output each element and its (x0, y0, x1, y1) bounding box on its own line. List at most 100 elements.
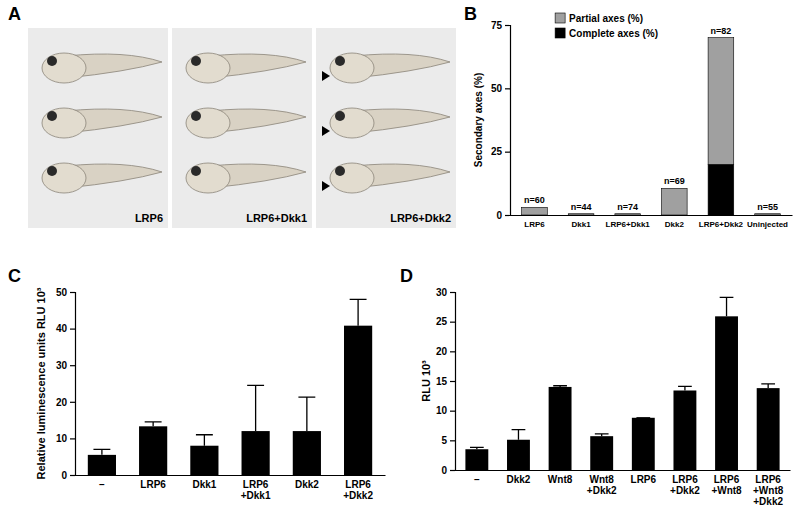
bar-segment (568, 214, 594, 215)
panel-letter: A (8, 4, 21, 24)
x-tick: – (474, 474, 480, 485)
embryo-eye (335, 111, 345, 121)
x-tick-label-line: Wnt8 (589, 474, 614, 485)
x-tick: Uninjected (747, 220, 788, 229)
sample-size-label: n=69 (664, 176, 685, 186)
bar-segment (661, 188, 687, 215)
x-tick-label: Wnt8+Dkk2 (587, 474, 617, 496)
y-tick-label: 75 (491, 20, 503, 31)
x-tick-label: LRP6+Wnt8 (711, 474, 742, 496)
bar-segment (522, 207, 548, 215)
x-tick: LRP6+Wnt8 (711, 474, 742, 496)
y-tick: 30 (436, 287, 455, 298)
x-tick-label-line: Dkk2 (295, 479, 319, 490)
bar-segment (615, 215, 641, 216)
bar (549, 387, 572, 470)
embryo-body (186, 108, 230, 138)
x-tick: LRP6+Dkk2 (699, 220, 744, 229)
x-tick-label-line: LRP6 (672, 474, 698, 485)
embryo-body (42, 108, 86, 138)
y-axis-title: Relative luminescence units RLU 10³ (35, 287, 47, 479)
bar (465, 449, 488, 470)
error-bar (595, 434, 609, 436)
bar-segment (755, 214, 781, 215)
y-tick: 10 (436, 405, 455, 416)
y-tick-label: 15 (436, 376, 448, 387)
y-tick-label: 20 (436, 346, 448, 357)
x-axis: –LRP6Dkk1LRP6+Dkk1Dkk2LRP6+Dkk2 (76, 476, 386, 502)
error-bar (298, 397, 315, 431)
x-tick: LRP6+Wnt8+Dkk2 (753, 474, 784, 507)
x-tick-label: LRP6 (524, 220, 545, 229)
error-bar (470, 447, 484, 449)
error-bar (196, 435, 213, 446)
embryo-body (42, 53, 86, 83)
y-tick: 5 (441, 435, 455, 446)
bar-segment (568, 215, 594, 216)
plot-marks (88, 299, 372, 475)
y-tick-label: 25 (436, 316, 448, 327)
y-tick: 0 (61, 470, 75, 481)
embryo-body (330, 108, 374, 138)
x-tick-label: Dkk1 (572, 220, 592, 229)
legend-swatch (555, 28, 565, 38)
y-axis-line (505, 26, 511, 216)
y-tick-mark (450, 470, 455, 471)
x-tick: – (99, 479, 105, 490)
x-tick-label-line: +Dkk2 (670, 485, 700, 496)
error-bar (93, 449, 110, 454)
x-tick-label: LRP6 (140, 479, 166, 490)
y-tick-label: 10 (436, 405, 448, 416)
x-tick: LRP6+Dkk1 (606, 220, 651, 229)
y-tick-label: 10 (56, 433, 68, 444)
x-axis-line (511, 215, 793, 216)
panel-letter: B (464, 4, 477, 24)
x-tick-label: LRP6+Dkk2 (699, 220, 744, 229)
y-tick-mark (70, 329, 75, 330)
y-tick-mark (505, 25, 510, 26)
y-axis: 0 5 10 15 20 25 30 (436, 287, 456, 476)
photo: LRP6+Dkk2 (316, 28, 456, 228)
x-tick-label: Dkk2 (665, 220, 685, 229)
x-tick-label-line: Dkk2 (507, 474, 531, 485)
embryo-eye (335, 56, 345, 66)
error-bar (145, 422, 162, 426)
x-tick-label: Dkk2 (507, 474, 531, 485)
y-tick-label: 0 (61, 470, 67, 481)
x-tick: Dkk1 (192, 479, 216, 490)
panel-letter: C (8, 266, 21, 286)
y-tick-label: 30 (56, 360, 68, 371)
bar (673, 390, 696, 470)
bar (139, 426, 167, 475)
y-axis-title: Secondary axes (%) (473, 73, 484, 168)
y-tick-mark (450, 440, 455, 441)
x-tick-label-line: Uninjected (747, 220, 788, 229)
y-tick-mark (505, 88, 510, 89)
bar (242, 431, 270, 475)
y-tick-label: 50 (56, 287, 68, 298)
y-tick: 20 (436, 346, 455, 357)
x-tick: LRP6+Dkk1 (241, 479, 271, 501)
x-tick-label-line: +Dkk2 (753, 496, 783, 507)
photo: LRP6 (28, 28, 168, 228)
y-tick: 10 (56, 433, 75, 444)
x-tick-label-line: +Dkk2 (343, 490, 373, 501)
embryo-body (330, 163, 374, 193)
x-tick-label-line: LRP6 (631, 474, 657, 485)
bar-segment (755, 215, 781, 216)
x-tick-label: LRP6+Dkk1 (241, 479, 271, 501)
x-tick-label-line: LRP6 (345, 479, 371, 490)
photo-caption: LRP6+Dkk1 (246, 212, 307, 224)
bar-segment (708, 38, 734, 165)
y-tick-label: 5 (441, 435, 447, 446)
y-tick-label: 0 (441, 465, 447, 476)
photo-background (316, 28, 456, 228)
y-tick-label: 40 (56, 323, 68, 334)
x-tick-label-line: LRP6 (140, 479, 166, 490)
y-axis-line (70, 293, 76, 476)
error-bar (553, 386, 567, 387)
embryo-eye (335, 166, 345, 176)
error-bar (247, 385, 264, 431)
y-tick-label: 20 (56, 397, 68, 408)
x-tick: LRP6+Dkk2 (670, 474, 700, 496)
